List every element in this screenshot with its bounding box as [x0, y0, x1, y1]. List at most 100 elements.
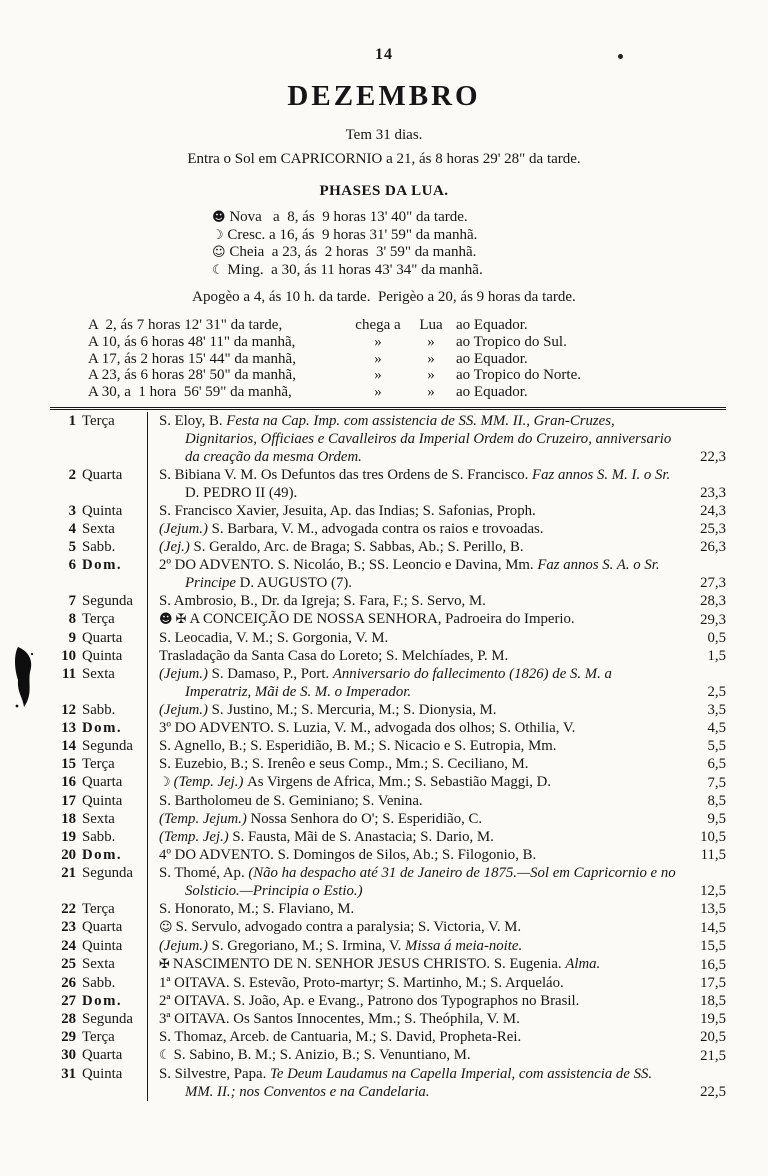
day-number: 12	[61, 702, 76, 718]
description-segment: Trasladação da Santa Casa do Loreto; S. …	[159, 648, 509, 664]
moon-position-time: A 30, a 1 hora 56' 59" da manhã,	[88, 384, 292, 401]
day-number: 15	[61, 756, 76, 772]
calendar-row: 26 Sabb. 1ª OITAVA. S. Estevão, Proto-mart…	[50, 974, 726, 992]
description-segment: A CONCEIÇÃO DE NOSSA SENHORA, Padroeira …	[189, 611, 575, 627]
ditto-mark: »	[374, 350, 382, 367]
description-segment: S. Ambrosio, B., Dr. da Igreja; S. Fara,…	[159, 593, 486, 609]
moon-phase-text: Cresc. a 16, ás 9 horas 31' 59" da manhã…	[223, 226, 478, 243]
moon-position-time: A 10, ás 6 horas 48' 11" da manhã,	[88, 333, 296, 350]
description-segment: S. Servulo, advogado contra a paralysia;…	[175, 919, 522, 935]
days-count-line: Tem 31 dias.	[345, 127, 423, 143]
description-segment: S. Damaso, P., Port.	[211, 666, 333, 682]
description-segment: D. AUGUSTO (7).	[239, 575, 353, 591]
moon-age-value: 17,5	[700, 975, 726, 991]
moon-age-value: 9,5	[707, 811, 727, 827]
calendar-row: 2 Quarta S. Bibiana V. M. Os Defuntos das …	[50, 466, 726, 502]
moon-phase-text: Cheia a 23, ás 2 horas 3' 59" da manhã.	[225, 244, 477, 260]
description-segment: Te Deum Laudamus na Capella Imperial, co…	[185, 1066, 653, 1100]
day-number: 22	[61, 901, 76, 917]
full-moon-icon: ☺	[159, 920, 173, 935]
day-number: 2	[68, 467, 76, 483]
moon-age-value: 11,5	[700, 847, 726, 863]
day-description: ✠ NASCIMENTO DE N. SENHOR JESUS CHRISTO. …	[147, 955, 682, 974]
moon-age-value: 8,5	[707, 793, 727, 809]
ink-blot-artifact	[11, 642, 39, 721]
weekday-label: Quinta	[82, 503, 123, 519]
weekday-label: Terça	[82, 756, 115, 772]
month-title: DEZEMBRO	[287, 80, 481, 112]
calendar-row: 1 Terça S. Eloy, B. Festa na Cap. Imp. com…	[50, 412, 726, 466]
weekday-label: Dom.	[82, 720, 123, 736]
day-number: 11	[62, 666, 76, 682]
moon-age-value: 12,5	[700, 883, 726, 899]
day-description: S. Eloy, B. Festa na Cap. Imp. com assis…	[147, 412, 682, 466]
moon-position-time: A 17, ás 2 horas 15' 44" da manhã,	[88, 350, 296, 367]
day-description: ☺ S. Servulo, advogado contra a paralysia…	[147, 918, 682, 937]
weekday-label: Sexta	[82, 666, 115, 682]
description-segment: 1ª OITAVA. S. Estevão, Proto-martyr; S. …	[159, 975, 564, 991]
moon-age-value: 13,5	[700, 901, 726, 917]
weekday-label: Sabb.	[82, 539, 116, 555]
day-number: 4	[68, 521, 76, 537]
weekday-label: Quarta	[82, 1047, 123, 1063]
calendar-table: 1 Terça S. Eloy, B. Festa na Cap. Imp. com…	[50, 407, 726, 1101]
ditto-mark: »	[427, 350, 435, 367]
day-number: 25	[61, 956, 76, 972]
day-number: 5	[68, 539, 76, 555]
calendar-row: 18 Sexta (Temp. Jejum.) Nossa Senhora do O…	[50, 810, 726, 828]
day-number: 29	[61, 1029, 76, 1045]
calendar-row: 7 Segunda S. Ambrosio, B., Dr. da Igreja; …	[50, 592, 726, 610]
ditto-mark: »	[374, 333, 382, 350]
ditto-mark: chega a	[355, 317, 401, 333]
day-number: 30	[61, 1047, 76, 1063]
day-description: (Temp. Jej.) S. Fausta, Mãi de S. Anasta…	[147, 828, 682, 846]
day-number: 9	[68, 630, 76, 646]
description-segment: S. Agnello, B.; S. Esperidião, B. M.; S.…	[159, 738, 557, 754]
calendar-row: 6 Dom. 2º DO ADVENTO. S. Nicoláo, B.; SS. …	[50, 556, 726, 592]
description-segment: Faz annos S. M. I. o Sr.	[532, 467, 671, 483]
calendar-row: 28 Segunda 3ª OITAVA. Os Santos Innocentes…	[50, 1010, 726, 1028]
day-number: 7	[68, 593, 76, 609]
calendar-row: 25 Sexta ✠ NASCIMENTO DE N. SENHOR JESUS CH…	[50, 955, 726, 974]
description-segment: S. Justino, M.; S. Mercuria, M.; S. Dion…	[211, 702, 497, 718]
description-segment: Anniversario do fallecimento (1826) de S…	[185, 666, 612, 700]
description-segment: Missa á meia-noite.	[405, 938, 523, 954]
moon-position-destination: ao Equador.	[456, 384, 528, 401]
weekday-label: Terça	[82, 1029, 115, 1045]
moon-age-value: 26,3	[700, 539, 726, 555]
description-segment: S. Gregoriano, M.; S. Irmina, V.	[211, 938, 406, 954]
day-description: ☾ S. Sabino, B. M.; S. Anizio, B.; S. Ven…	[147, 1046, 682, 1065]
description-segment: S. Fausta, Mãi de S. Anastacia; S. Dario…	[232, 829, 494, 845]
description-segment: S. Leocadia, V. M.; S. Gorgonia, V. M.	[159, 630, 389, 646]
moon-position-destination: ao Tropico do Norte.	[456, 367, 581, 384]
moon-position-time: A 23, ás 6 horas 28' 50" da manhã,	[88, 367, 296, 384]
moon-age-value: 1,5	[707, 648, 727, 664]
description-segment: S. Barbara, V. M., advogada contra os ra…	[211, 521, 544, 537]
description-segment: 2º DO ADVENTO. S. Nicoláo, B.; SS. Leonc…	[159, 557, 538, 573]
moon-phase-line: ☽ Cresc. a 16, ás 9 horas 31' 59" da man…	[212, 227, 483, 245]
crescent-moon-icon: ☽	[212, 227, 224, 243]
page-number: 14	[375, 46, 393, 63]
calendar-row: 29 Terça S. Thomaz, Arceb. de Cantuaria, M…	[50, 1028, 726, 1046]
moon-phase-line: ☾ Ming. a 30, ás 11 horas 43' 34" da man…	[212, 262, 483, 280]
day-description: S. Agnello, B.; S. Esperidião, B. M.; S.…	[147, 737, 682, 755]
day-number: 31	[61, 1066, 76, 1082]
day-number: 8	[68, 611, 76, 627]
day-number: 1	[68, 413, 76, 429]
moon-age-value: 2,5	[707, 684, 727, 700]
weekday-label: Dom.	[82, 557, 123, 573]
day-number: 17	[61, 793, 76, 809]
day-description: (Jejum.) S. Gregoriano, M.; S. Irmina, V…	[147, 937, 682, 955]
ditto-mark: »	[427, 384, 435, 401]
calendar-row: 8 Terça ☻ ✠ A CONCEIÇÃO DE NOSSA SENHORA, Pa…	[50, 610, 726, 629]
moon-position-row: A 30, a 1 hora 56' 59" da manhã, » » ao Equ…	[88, 384, 581, 401]
weekday-label: Terça	[82, 413, 115, 429]
day-description: S. Silvestre, Papa. Te Deum Laudamus na …	[147, 1065, 682, 1101]
calendar-row: 15 Terça S. Euzebio, B.; S. Irenêo e seus …	[50, 755, 726, 773]
moon-age-value: 19,5	[700, 1011, 726, 1027]
day-description: (Jejum.) S. Damaso, P., Port. Anniversar…	[147, 665, 682, 701]
calendar-row: 10 Quinta Trasladação da Santa Casa do Lor…	[50, 647, 726, 665]
day-description: S. Francisco Xavier, Jesuita, Ap. das In…	[147, 502, 682, 520]
description-segment: (Jej.)	[159, 539, 194, 555]
